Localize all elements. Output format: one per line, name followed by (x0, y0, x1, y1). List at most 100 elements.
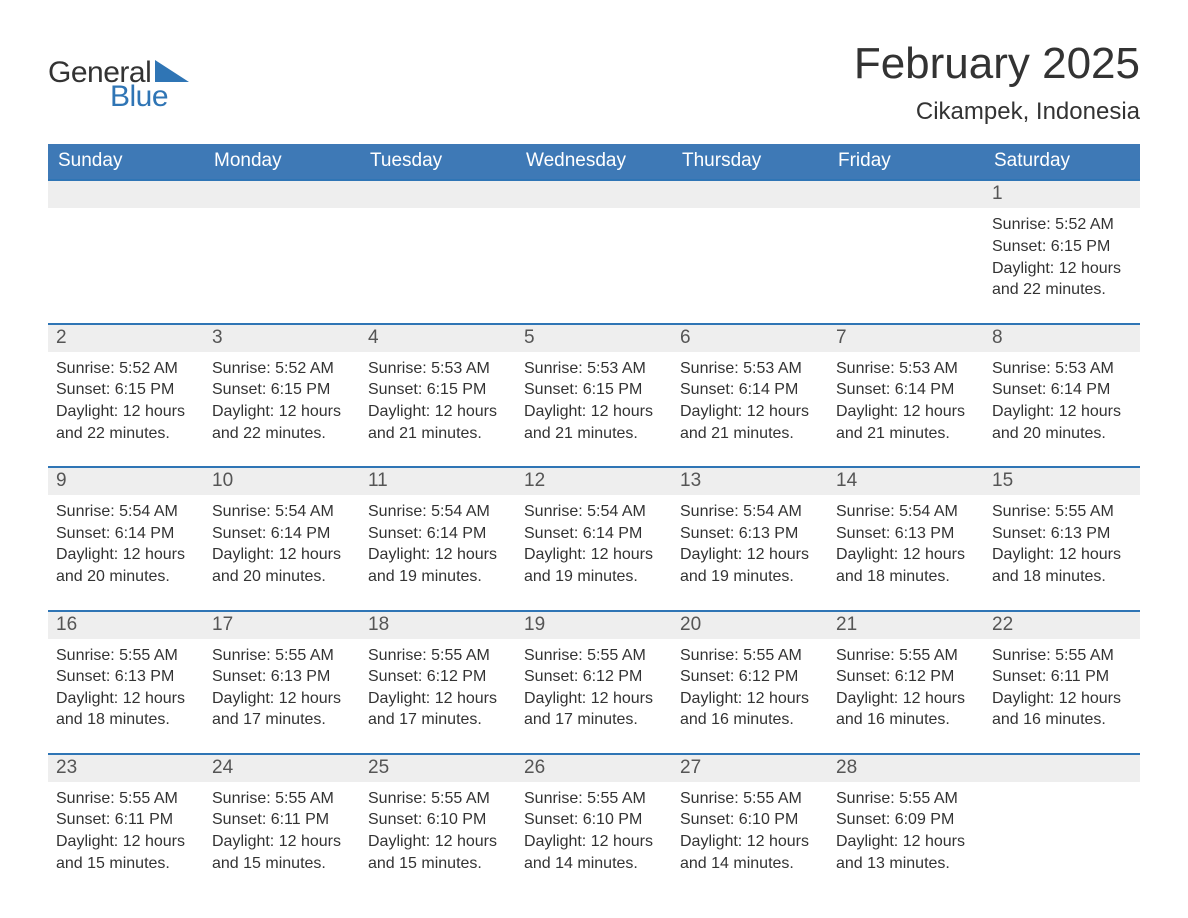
daylight-line: Daylight: 12 hours and 15 minutes. (368, 831, 508, 874)
sunrise-line: Sunrise: 5:53 AM (836, 358, 976, 380)
daylight-line: Daylight: 12 hours and 16 minutes. (992, 688, 1132, 731)
day-details: Sunrise: 5:53 AMSunset: 6:15 PMDaylight:… (360, 352, 516, 448)
sunset-line: Sunset: 6:12 PM (368, 666, 508, 688)
sunset-line: Sunset: 6:11 PM (992, 666, 1132, 688)
sunset-line: Sunset: 6:13 PM (680, 523, 820, 545)
day-number (828, 181, 984, 208)
sunrise-line: Sunrise: 5:54 AM (56, 501, 196, 523)
daylight-line: Daylight: 12 hours and 17 minutes. (368, 688, 508, 731)
day-details: Sunrise: 5:54 AMSunset: 6:14 PMDaylight:… (516, 495, 672, 591)
day-number: 15 (984, 468, 1140, 495)
calendar-day (516, 181, 672, 304)
sunrise-line: Sunrise: 5:54 AM (212, 501, 352, 523)
calendar-day: 15Sunrise: 5:55 AMSunset: 6:13 PMDayligh… (984, 468, 1140, 591)
sunrise-line: Sunrise: 5:54 AM (836, 501, 976, 523)
day-details: Sunrise: 5:52 AMSunset: 6:15 PMDaylight:… (48, 352, 204, 448)
day-details: Sunrise: 5:53 AMSunset: 6:14 PMDaylight:… (828, 352, 984, 448)
sunset-line: Sunset: 6:11 PM (56, 809, 196, 831)
day-details: Sunrise: 5:55 AMSunset: 6:12 PMDaylight:… (828, 639, 984, 735)
daylight-line: Daylight: 12 hours and 18 minutes. (992, 544, 1132, 587)
sunrise-line: Sunrise: 5:54 AM (524, 501, 664, 523)
sunset-line: Sunset: 6:10 PM (524, 809, 664, 831)
weekday-wednesday: Wednesday (516, 144, 672, 179)
sunset-line: Sunset: 6:13 PM (212, 666, 352, 688)
calendar-day (828, 181, 984, 304)
day-details: Sunrise: 5:54 AMSunset: 6:14 PMDaylight:… (48, 495, 204, 591)
sunrise-line: Sunrise: 5:55 AM (368, 788, 508, 810)
day-details: Sunrise: 5:55 AMSunset: 6:12 PMDaylight:… (360, 639, 516, 735)
sunrise-line: Sunrise: 5:55 AM (212, 645, 352, 667)
daylight-line: Daylight: 12 hours and 14 minutes. (680, 831, 820, 874)
weekday-monday: Monday (204, 144, 360, 179)
weekday-header-row: Sunday Monday Tuesday Wednesday Thursday… (48, 144, 1140, 179)
sunrise-line: Sunrise: 5:55 AM (524, 788, 664, 810)
day-number: 17 (204, 612, 360, 639)
sunset-line: Sunset: 6:15 PM (992, 236, 1132, 258)
calendar-day (672, 181, 828, 304)
day-number: 10 (204, 468, 360, 495)
day-number: 28 (828, 755, 984, 782)
day-number: 22 (984, 612, 1140, 639)
day-details: Sunrise: 5:53 AMSunset: 6:14 PMDaylight:… (672, 352, 828, 448)
day-number: 18 (360, 612, 516, 639)
daylight-line: Daylight: 12 hours and 21 minutes. (680, 401, 820, 444)
day-details: Sunrise: 5:52 AMSunset: 6:15 PMDaylight:… (204, 352, 360, 448)
day-details: Sunrise: 5:54 AMSunset: 6:14 PMDaylight:… (204, 495, 360, 591)
daylight-line: Daylight: 12 hours and 14 minutes. (524, 831, 664, 874)
sunset-line: Sunset: 6:15 PM (56, 379, 196, 401)
sunset-line: Sunset: 6:12 PM (680, 666, 820, 688)
sunrise-line: Sunrise: 5:55 AM (992, 645, 1132, 667)
daylight-line: Daylight: 12 hours and 19 minutes. (524, 544, 664, 587)
calendar-day: 5Sunrise: 5:53 AMSunset: 6:15 PMDaylight… (516, 325, 672, 448)
calendar-day: 12Sunrise: 5:54 AMSunset: 6:14 PMDayligh… (516, 468, 672, 591)
day-number: 20 (672, 612, 828, 639)
day-number: 26 (516, 755, 672, 782)
calendar-day: 7Sunrise: 5:53 AMSunset: 6:14 PMDaylight… (828, 325, 984, 448)
day-number (48, 181, 204, 208)
calendar-day: 1Sunrise: 5:52 AMSunset: 6:15 PMDaylight… (984, 181, 1140, 304)
weekday-friday: Friday (828, 144, 984, 179)
sunset-line: Sunset: 6:15 PM (212, 379, 352, 401)
sunrise-line: Sunrise: 5:53 AM (680, 358, 820, 380)
sunset-line: Sunset: 6:14 PM (368, 523, 508, 545)
sunset-line: Sunset: 6:12 PM (836, 666, 976, 688)
day-number: 5 (516, 325, 672, 352)
day-details: Sunrise: 5:53 AMSunset: 6:14 PMDaylight:… (984, 352, 1140, 448)
sunrise-line: Sunrise: 5:54 AM (680, 501, 820, 523)
calendar-day: 27Sunrise: 5:55 AMSunset: 6:10 PMDayligh… (672, 755, 828, 878)
sunset-line: Sunset: 6:12 PM (524, 666, 664, 688)
day-details (984, 782, 1140, 792)
daylight-line: Daylight: 12 hours and 22 minutes. (212, 401, 352, 444)
calendar-day (204, 181, 360, 304)
day-number: 4 (360, 325, 516, 352)
sunrise-line: Sunrise: 5:53 AM (524, 358, 664, 380)
calendar-day: 10Sunrise: 5:54 AMSunset: 6:14 PMDayligh… (204, 468, 360, 591)
sunrise-line: Sunrise: 5:55 AM (524, 645, 664, 667)
daylight-line: Daylight: 12 hours and 17 minutes. (524, 688, 664, 731)
calendar-day: 14Sunrise: 5:54 AMSunset: 6:13 PMDayligh… (828, 468, 984, 591)
sunrise-line: Sunrise: 5:55 AM (836, 645, 976, 667)
day-details: Sunrise: 5:54 AMSunset: 6:13 PMDaylight:… (672, 495, 828, 591)
calendar-week: 9Sunrise: 5:54 AMSunset: 6:14 PMDaylight… (48, 466, 1140, 591)
calendar-week: 16Sunrise: 5:55 AMSunset: 6:13 PMDayligh… (48, 610, 1140, 735)
calendar-week: 23Sunrise: 5:55 AMSunset: 6:11 PMDayligh… (48, 753, 1140, 878)
sunrise-line: Sunrise: 5:55 AM (836, 788, 976, 810)
calendar-day: 9Sunrise: 5:54 AMSunset: 6:14 PMDaylight… (48, 468, 204, 591)
day-number: 19 (516, 612, 672, 639)
day-details: Sunrise: 5:52 AMSunset: 6:15 PMDaylight:… (984, 208, 1140, 304)
calendar-day: 22 Sunrise: 5:55 AMSunset: 6:11 PMDayligh… (984, 612, 1140, 735)
weekday-sunday: Sunday (48, 144, 204, 179)
day-details (48, 208, 204, 218)
month-title: February 2025 (854, 40, 1140, 88)
brand-logo: General Blue (48, 40, 189, 112)
day-details: Sunrise: 5:54 AMSunset: 6:13 PMDaylight:… (828, 495, 984, 591)
calendar-day: 21Sunrise: 5:55 AMSunset: 6:12 PMDayligh… (828, 612, 984, 735)
sunrise-line: Sunrise: 5:55 AM (680, 645, 820, 667)
day-number: 6 (672, 325, 828, 352)
daylight-line: Daylight: 12 hours and 19 minutes. (680, 544, 820, 587)
sunset-line: Sunset: 6:15 PM (524, 379, 664, 401)
daylight-line: Daylight: 12 hours and 20 minutes. (992, 401, 1132, 444)
day-number (360, 181, 516, 208)
day-details (672, 208, 828, 218)
day-number: 16 (48, 612, 204, 639)
